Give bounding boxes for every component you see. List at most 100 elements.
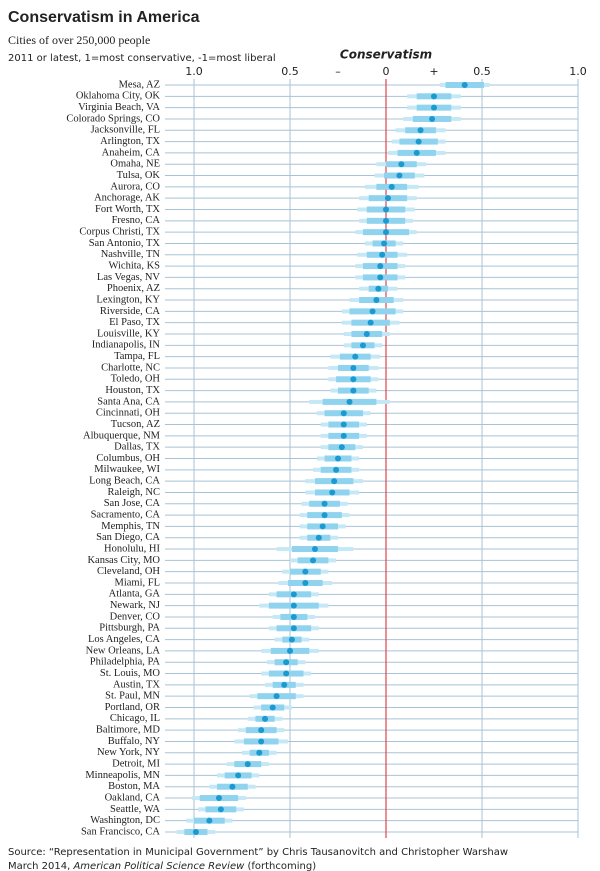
row-label: Cleveland, OH: [97, 566, 160, 577]
dot: [383, 217, 389, 224]
row-label: Arlington, TX: [100, 136, 160, 147]
dot: [256, 749, 263, 756]
dot: [321, 512, 328, 519]
dot: [290, 613, 297, 620]
row-label: Oakland, CA: [105, 792, 161, 803]
dot: [377, 263, 384, 270]
dot: [269, 704, 276, 711]
dot: [290, 591, 297, 598]
row-label: Detroit, MI: [112, 758, 160, 769]
source: March 2014, American Political Science R…: [8, 861, 316, 871]
dot: [331, 478, 338, 485]
row-label: St. Paul, MN: [105, 691, 160, 702]
dot: [350, 387, 357, 394]
row-label: Columbus, OH: [96, 453, 160, 464]
dot: [335, 455, 341, 462]
dot: [302, 580, 309, 586]
row-label: Colorado Springs, CO: [66, 113, 160, 124]
row-label: Kansas City, MO: [87, 555, 160, 566]
row-label: Louisville, KY: [97, 328, 160, 339]
row-label: Buffalo, NY: [108, 736, 161, 747]
dot: [192, 829, 199, 835]
dot: [229, 783, 236, 790]
row-label: Tulsa, OK: [117, 170, 161, 181]
row-label: Memphis, TN: [101, 521, 160, 532]
row-label: Las Vegas, NV: [97, 272, 161, 283]
row-label: Anaheim, CA: [102, 147, 161, 158]
row-label: Wichita, KS: [109, 260, 161, 271]
dot: [350, 364, 357, 371]
row-label: Lexington, KY: [96, 294, 160, 305]
x-tick-label: 1.0: [569, 65, 587, 78]
dot: [283, 659, 290, 666]
dot: [338, 444, 345, 451]
dot: [415, 138, 422, 145]
row-label: Jacksonville, FL: [91, 125, 160, 136]
dot: [283, 670, 290, 677]
row-label: Tucson, AZ: [111, 419, 160, 430]
row-label: Mesa, AZ: [119, 79, 160, 90]
dot: [431, 93, 437, 100]
row-label: Fresno, CA: [112, 215, 161, 226]
row-label: San Diego, CA: [96, 532, 160, 543]
dot: [375, 285, 382, 292]
row-label: Charlotte, NC: [101, 362, 160, 373]
dot: [377, 274, 384, 281]
row-label: San Antonio, TX: [89, 238, 161, 249]
row-label: Washington, DC: [90, 815, 160, 826]
dot: [217, 806, 224, 813]
dot: [258, 727, 265, 734]
row-label: Houston, TX: [105, 385, 160, 396]
row-label: St. Louis, MO: [100, 668, 161, 679]
row-label: Cincinnati, OH: [96, 408, 161, 419]
row-label: Oklahoma City, OK: [76, 91, 161, 102]
row-label: Atlanta, GA: [109, 589, 161, 600]
row-label: El Paso, TX: [109, 317, 160, 328]
row-label: Sacramento, CA: [91, 509, 161, 520]
dot: [369, 308, 376, 315]
row-label: New York, NY: [97, 747, 160, 758]
dot: [302, 568, 309, 575]
row-label: Minneapolis, MN: [85, 770, 160, 781]
source-part: March 2014,: [8, 861, 73, 871]
dot: [321, 500, 328, 507]
dot: [340, 410, 347, 417]
dot: [235, 772, 242, 779]
row-label: Denver, CO: [110, 611, 161, 622]
row-label: Seattle, WA: [110, 804, 160, 815]
dot: [319, 523, 326, 530]
row-label: Corpus Christi, TX: [79, 227, 160, 238]
dot: [413, 149, 420, 156]
dot: [383, 229, 389, 236]
dot: [215, 795, 222, 802]
dot: [379, 251, 386, 258]
row-label: New Orleans, LA: [86, 645, 161, 656]
row-label: Portland, OR: [105, 702, 160, 713]
row-label: Honolulu, HI: [104, 543, 161, 554]
dot: [244, 761, 251, 768]
dot: [315, 534, 322, 541]
source-part: American Political Science Review: [72, 861, 245, 871]
dot: [310, 557, 317, 564]
source-part: (forthcoming): [244, 861, 316, 871]
dot: [388, 183, 395, 190]
dot: [373, 297, 380, 304]
row-label: Aurora, CO: [110, 181, 160, 192]
row-label: Long Beach, CA: [89, 476, 160, 487]
dot: [381, 240, 388, 247]
row-label: Milwaukee, WI: [94, 464, 160, 475]
dot: [273, 693, 280, 700]
dot: [333, 466, 340, 473]
dot: [367, 319, 374, 326]
dot: [383, 206, 389, 213]
dot: [429, 115, 436, 122]
row-label: Austin, TX: [113, 679, 160, 690]
dot: [384, 195, 391, 202]
dot: [206, 817, 213, 824]
dot: [329, 489, 336, 496]
row-label: Toledo, OH: [111, 374, 161, 385]
row-label: Virginia Beach, VA: [78, 102, 160, 113]
row-label: Albuquerque, NM: [83, 430, 161, 441]
row-label: San Francisco, CA: [81, 826, 160, 837]
